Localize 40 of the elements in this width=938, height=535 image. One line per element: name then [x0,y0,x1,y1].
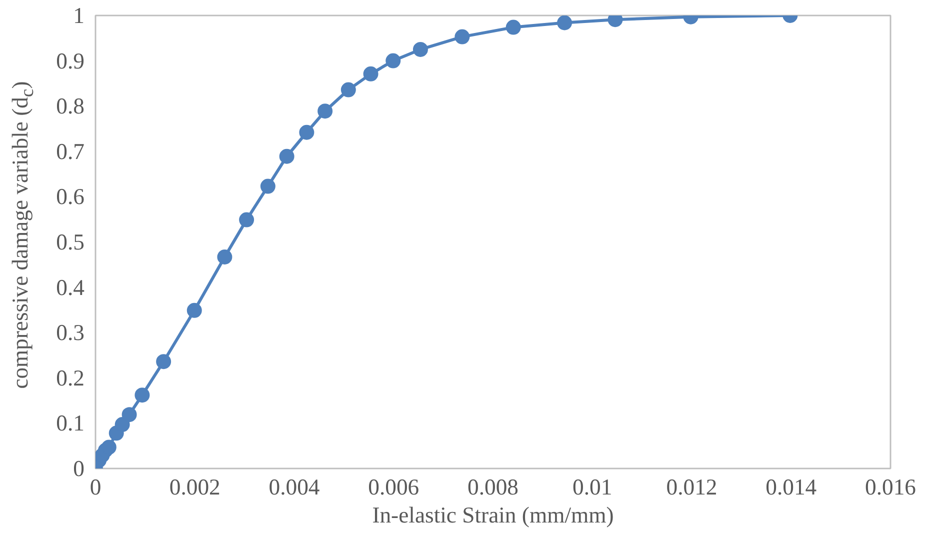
point [186,302,202,318]
point [506,20,521,35]
point [412,42,428,57]
point [557,16,572,30]
y-tick-label: 0.8 [56,94,85,119]
point [386,53,401,68]
y-tick-label: 0.9 [56,48,85,74]
x-tick-label: 0.01 [572,474,612,500]
y-tick-label: 0.3 [56,320,85,346]
point [114,417,130,432]
point [101,440,116,455]
x-tick-label: 0.004 [268,474,320,500]
y-tick-label: 0.1 [56,410,85,436]
y-tick-label: 0.5 [56,230,85,254]
point [122,407,137,422]
y-tick-label: 1 [73,3,84,28]
point [134,388,150,403]
x-axis-title: In-elastic Strain (mm/mm) [372,502,614,528]
point [299,124,314,140]
y-tick-label: 0.7 [56,138,85,164]
point [363,66,378,82]
point [156,354,172,370]
y-tick-label: 0.6 [56,184,85,210]
x-tick-label: 0.014 [766,474,817,500]
point [340,82,356,98]
y-tick-label: 0.4 [56,274,85,300]
y-tick-label: 0 [73,456,84,481]
x-tick-label: 0.006 [368,474,420,500]
point [217,249,232,264]
point [318,104,333,119]
x-tick-label: 0.002 [169,474,220,500]
point [260,178,276,194]
y-tick-label: 0.2 [56,365,85,390]
x-tick-label: 0.008 [468,474,518,500]
point [239,212,254,228]
x-tick-label: 0.016 [865,474,916,500]
x-tick-label: 0 [90,474,102,500]
x-tick-label: 0.012 [666,474,718,500]
point [454,29,470,44]
point [279,148,294,164]
